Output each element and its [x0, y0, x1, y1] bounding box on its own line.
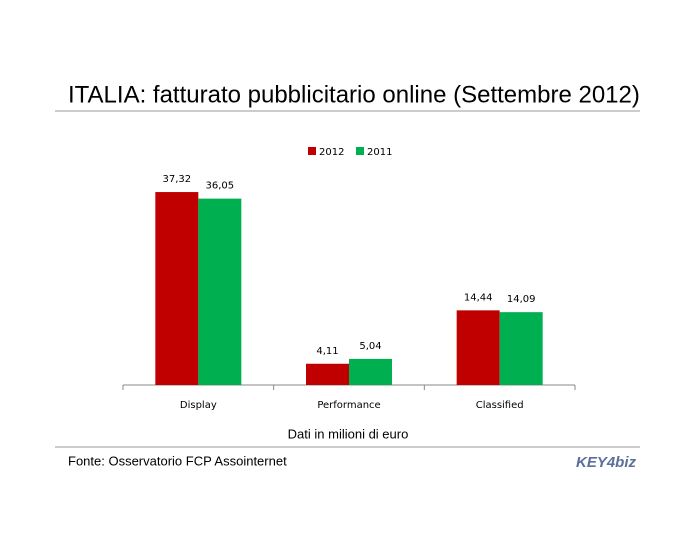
source: Fonte: Osservatorio FCP Assointernet: [68, 453, 287, 468]
x-axis-label: Dati in milioni di euro: [288, 426, 409, 441]
value-label: 14,09: [507, 294, 536, 305]
legend-label: 2011: [367, 147, 392, 158]
legend-label: 2012: [319, 147, 344, 158]
chart-title: ITALIA: fatturato pubblicitario online (…: [68, 81, 640, 108]
value-label: 5,04: [359, 341, 381, 352]
bar: [155, 192, 199, 385]
x-tick-label: Classified: [476, 400, 524, 411]
bar: [349, 358, 392, 385]
bar: [499, 312, 543, 385]
x-tick-label: Display: [180, 400, 217, 411]
value-label: 14,44: [464, 292, 493, 303]
legend-swatch: [308, 147, 316, 155]
bar: [198, 198, 242, 385]
value-label: 4,11: [316, 346, 338, 357]
value-label: 36,05: [206, 181, 235, 192]
legend-swatch: [356, 147, 364, 155]
bar: [306, 363, 349, 385]
logo: KEY4biz: [576, 454, 637, 471]
x-tick-label: Performance: [317, 400, 380, 411]
value-label: 37,32: [163, 174, 192, 185]
bar: [456, 310, 500, 385]
